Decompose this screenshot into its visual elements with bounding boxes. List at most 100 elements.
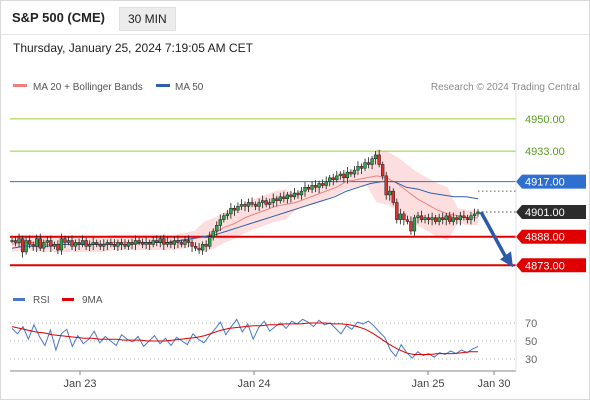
- instrument-title: S&P 500 (CME): [12, 10, 105, 25]
- forecast-arrow-head: [500, 251, 513, 268]
- candle-body: [63, 238, 67, 243]
- level-label-4917.00: 4917.00: [525, 177, 565, 189]
- legend-label-ma50: MA 50: [175, 82, 204, 93]
- legend-swatch-9ma: [62, 298, 74, 301]
- candle-body: [59, 238, 64, 251]
- legend-swatch-rsi: [13, 298, 25, 301]
- candle-body: [250, 202, 254, 205]
- candle-body: [444, 215, 448, 220]
- candle-body: [328, 177, 332, 182]
- candle-body: [363, 162, 367, 169]
- candle-body: [388, 190, 392, 196]
- candle-body: [313, 185, 318, 188]
- forecast-arrow-shaft: [479, 211, 509, 261]
- x-tick-label: Jan 30: [477, 378, 510, 390]
- candle-body: [321, 183, 325, 186]
- candle-body: [239, 204, 244, 207]
- level-label-4901.00: 4901.00: [525, 207, 565, 219]
- candle-body: [416, 215, 420, 218]
- legend-label-rsi: RSI: [33, 295, 50, 306]
- candle-body: [77, 242, 81, 245]
- rsi-tick-50: 50: [525, 336, 537, 348]
- candle-body: [458, 215, 462, 220]
- candle-body: [462, 215, 466, 218]
- candle-body: [10, 240, 14, 242]
- candle-body: [476, 211, 480, 215]
- timestamp: Thursday, January 25, 2024 7:19:05 AM CE…: [13, 41, 253, 55]
- candle-body: [441, 217, 445, 220]
- candle-body: [49, 240, 53, 247]
- candle-body: [278, 196, 282, 201]
- candle-body: [155, 240, 159, 243]
- candle-body: [42, 242, 46, 249]
- candle-body: [335, 175, 339, 180]
- candle-body: [285, 194, 290, 199]
- candle-body: [126, 242, 131, 247]
- candle-body: [451, 217, 455, 222]
- candle-body: [140, 242, 145, 245]
- candle-body: [306, 187, 311, 190]
- candle-body: [373, 154, 378, 160]
- candles: [10, 149, 480, 258]
- candle-body: [148, 242, 152, 245]
- candle-body: [430, 217, 434, 220]
- candle-body: [257, 202, 261, 207]
- level-tag-4917.00: [516, 174, 586, 189]
- candle-body: [342, 173, 346, 179]
- candle-body: [137, 240, 141, 243]
- candle-body: [370, 158, 374, 165]
- candle-body: [271, 198, 275, 203]
- x-tick-label: Jan 23: [63, 378, 96, 390]
- candle-body: [384, 175, 388, 196]
- candle-body: [232, 207, 237, 211]
- candle-body: [91, 242, 95, 245]
- level-label-4873.00: 4873.00: [525, 260, 565, 272]
- x-axis: Jan 23 Jan 24 Jan 25 Jan 30: [63, 371, 511, 390]
- candle-body: [165, 242, 169, 245]
- legend-swatch-ma50: [156, 84, 170, 87]
- candle-body: [275, 198, 279, 201]
- candle-body: [338, 173, 342, 177]
- candle-body: [218, 219, 222, 226]
- candle-body: [162, 238, 166, 245]
- rsi-tick-30: 30: [525, 354, 537, 366]
- candle-body: [20, 238, 25, 253]
- candle-body: [419, 215, 424, 220]
- candle-body: [84, 240, 88, 247]
- candle-body: [197, 247, 201, 251]
- candle-body: [317, 183, 321, 188]
- candle-body: [236, 206, 240, 211]
- candle-body: [324, 181, 328, 186]
- level-label-4933.00: 4933.00: [525, 146, 565, 158]
- candle-body: [398, 213, 402, 220]
- candle-body: [56, 244, 60, 251]
- candle-body: [253, 204, 258, 207]
- candle-body: [268, 202, 272, 205]
- candle-body: [70, 240, 74, 247]
- candle-body: [264, 200, 268, 205]
- candle-body: [405, 219, 410, 222]
- candle-body: [448, 215, 452, 222]
- candle-body: [282, 196, 286, 199]
- candle-body: [366, 162, 371, 165]
- candle-body: [133, 240, 138, 245]
- candle-body: [331, 177, 335, 180]
- level-tag-4888.00: [516, 229, 586, 244]
- x-tick-label: Jan 24: [237, 378, 270, 390]
- candle-body: [35, 238, 39, 247]
- candle-body: [116, 242, 120, 247]
- candle-body: [204, 244, 208, 247]
- candle-body: [352, 169, 357, 175]
- candle-body: [80, 240, 85, 245]
- candle-body: [409, 221, 413, 232]
- candle-body: [190, 242, 194, 247]
- candle-body: [88, 244, 92, 247]
- candle-body: [179, 242, 184, 245]
- candle-body: [66, 240, 71, 243]
- candle-body: [13, 240, 18, 243]
- rsi-tick-70: 70: [525, 318, 537, 330]
- candle-body: [345, 171, 350, 179]
- timeframe-button[interactable]: 30 MIN: [119, 7, 176, 31]
- legend-label-9ma: 9MA: [82, 295, 103, 306]
- candle-body: [455, 217, 459, 220]
